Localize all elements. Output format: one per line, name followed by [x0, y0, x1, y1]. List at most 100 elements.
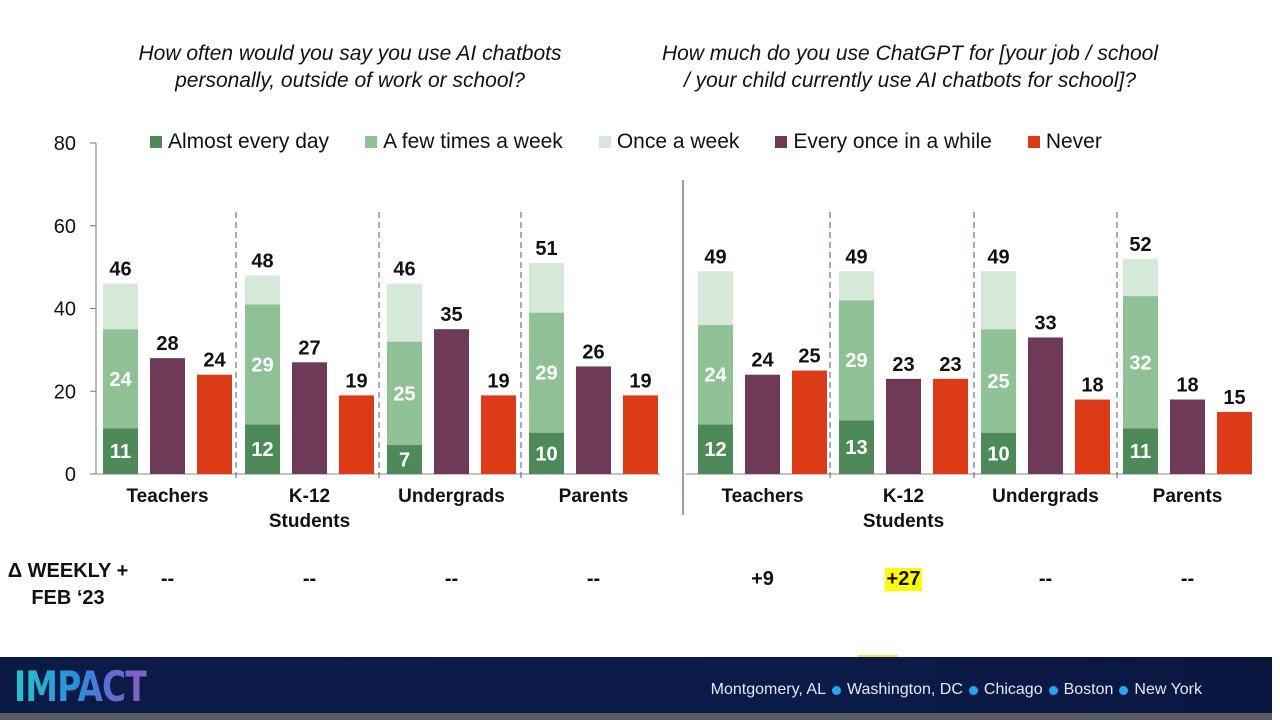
bar-once-a-week	[981, 271, 1016, 330]
delta-label-line-1: Δ WEEKLY +	[7, 560, 129, 582]
bullet-dot-icon	[831, 685, 841, 695]
legend-item-never: Never	[1027, 130, 1102, 154]
bar-almost-every-day	[981, 432, 1016, 474]
legend-label: A few times a week	[383, 130, 563, 153]
title-right-line-1: How much do you use ChatGPT for [your jo…	[661, 42, 1159, 65]
data-label-almost-every-day: 12	[251, 439, 273, 461]
legend-swatch-icon	[1027, 136, 1040, 148]
delta-value: --	[1038, 568, 1053, 590]
bar-once-a-week	[839, 271, 874, 301]
grouped-bar-chart: 0 20 40 60 80 11 24 46 28 24 Teachers 12 29 48 27 19 K-1…	[54, 133, 1252, 532]
bar-few-times-week	[529, 312, 564, 433]
legend-swatch-icon	[775, 136, 788, 148]
data-label-almost-every-day: 10	[987, 443, 1009, 465]
bar-never	[1217, 411, 1252, 474]
data-label-every-once-in-a-while: 26	[582, 341, 604, 363]
bar-once-a-week	[103, 283, 138, 330]
data-label-almost-every-day: 10	[535, 443, 557, 465]
footer-shadow	[0, 713, 1272, 720]
data-label-almost-every-day: 7	[399, 450, 410, 472]
data-label-almost-every-day: 12	[704, 439, 726, 461]
highlight-mark	[858, 655, 898, 658]
data-label-few-times-week: 29	[251, 354, 273, 376]
bar-once-a-week	[1123, 258, 1158, 297]
delta-value: --	[586, 568, 601, 590]
data-label-never: 19	[629, 370, 651, 392]
x-category-label: Undergrads	[992, 486, 1099, 507]
bar-never	[481, 395, 516, 474]
data-label-never: 24	[203, 350, 226, 372]
legend-label: Every once in a while	[793, 130, 992, 153]
office-locations: Montgomery, AL Washington, DC Chicago Bo…	[711, 681, 1202, 699]
bar-every-once-in-a-while	[745, 374, 780, 474]
data-label-never: 19	[345, 370, 367, 392]
chart-title-left: How often would you say you use AI chatb…	[100, 40, 600, 94]
x-category-label: Parents	[559, 486, 629, 507]
bar-almost-every-day	[245, 424, 280, 474]
x-category-label: Parents	[1153, 486, 1223, 507]
bullet-dot-icon	[1119, 685, 1129, 695]
data-label-weekly-total: 51	[535, 238, 557, 260]
bar-never	[792, 370, 827, 474]
data-label-weekly-total: 49	[987, 246, 1009, 268]
bar-few-times-week	[387, 341, 422, 446]
x-category-label: Students	[863, 511, 944, 532]
legend-label: Almost every day	[168, 130, 330, 153]
bar-few-times-week	[698, 325, 733, 425]
delta-value: --	[302, 568, 317, 590]
y-tick-label: 20	[54, 381, 76, 403]
delta-value: --	[160, 568, 175, 590]
x-category-label: K-12	[289, 486, 330, 507]
bar-almost-every-day	[103, 428, 138, 474]
data-label-few-times-week: 25	[987, 371, 1009, 393]
x-category-label: Teachers	[126, 486, 208, 507]
bar-never	[197, 374, 232, 474]
bar-every-once-in-a-while	[1170, 399, 1205, 474]
data-label-every-once-in-a-while: 27	[298, 337, 320, 359]
bullet-dot-icon	[968, 685, 978, 695]
legend-label: Once a week	[616, 130, 740, 153]
bar-never	[933, 378, 968, 474]
y-tick-label: 80	[54, 133, 76, 155]
legend: Almost every day A few times a week Once…	[150, 130, 1138, 154]
bar-once-a-week	[698, 271, 733, 326]
data-label-weekly-total: 49	[704, 246, 726, 268]
bar-once-a-week	[387, 283, 422, 342]
delta-value: +9	[751, 568, 774, 590]
x-category-label: Teachers	[721, 486, 803, 507]
x-category-label: Undergrads	[398, 486, 505, 507]
impact-logo: IMPACT	[14, 662, 148, 711]
data-label-few-times-week: 25	[393, 383, 415, 405]
data-label-few-times-week: 32	[1129, 352, 1151, 374]
data-label-every-once-in-a-while: 33	[1034, 312, 1056, 334]
bullet-dot-icon	[1048, 685, 1058, 695]
bar-few-times-week	[1123, 296, 1158, 429]
data-label-few-times-week: 24	[109, 369, 132, 391]
data-label-almost-every-day: 11	[110, 441, 131, 463]
legend-item-every-once-in-a-while: Every once in a while	[775, 130, 992, 154]
city-boston: Boston	[1063, 681, 1114, 698]
data-label-every-once-in-a-while: 18	[1176, 375, 1198, 397]
data-label-weekly-total: 46	[393, 259, 415, 281]
footer-banner: IMPACT Montgomery, AL Washington, DC Chi…	[0, 657, 1272, 713]
bar-never	[1075, 399, 1110, 474]
data-label-few-times-week: 29	[535, 363, 557, 385]
bar-few-times-week	[103, 329, 138, 429]
data-label-every-once-in-a-while: 24	[751, 350, 774, 372]
data-label-almost-every-day: 11	[1130, 441, 1151, 463]
data-label-weekly-total: 46	[109, 259, 131, 281]
bar-every-once-in-a-while	[434, 329, 469, 474]
data-label-few-times-week: 29	[845, 350, 867, 372]
delta-value: +27	[884, 568, 923, 591]
data-label-weekly-total: 52	[1129, 234, 1151, 256]
city-chicago: Chicago	[983, 681, 1043, 698]
bar-every-once-in-a-while	[886, 378, 921, 474]
bar-once-a-week	[529, 262, 564, 313]
bar-almost-every-day	[529, 432, 564, 474]
legend-item-few-times-week: A few times a week	[365, 130, 563, 154]
legend-swatch-icon	[598, 136, 611, 148]
data-label-never: 23	[939, 354, 961, 376]
bar-almost-every-day	[839, 420, 874, 474]
title-right-line-2: / your child currently use AI chatbots f…	[683, 69, 1137, 92]
data-label-never: 25	[798, 346, 820, 368]
